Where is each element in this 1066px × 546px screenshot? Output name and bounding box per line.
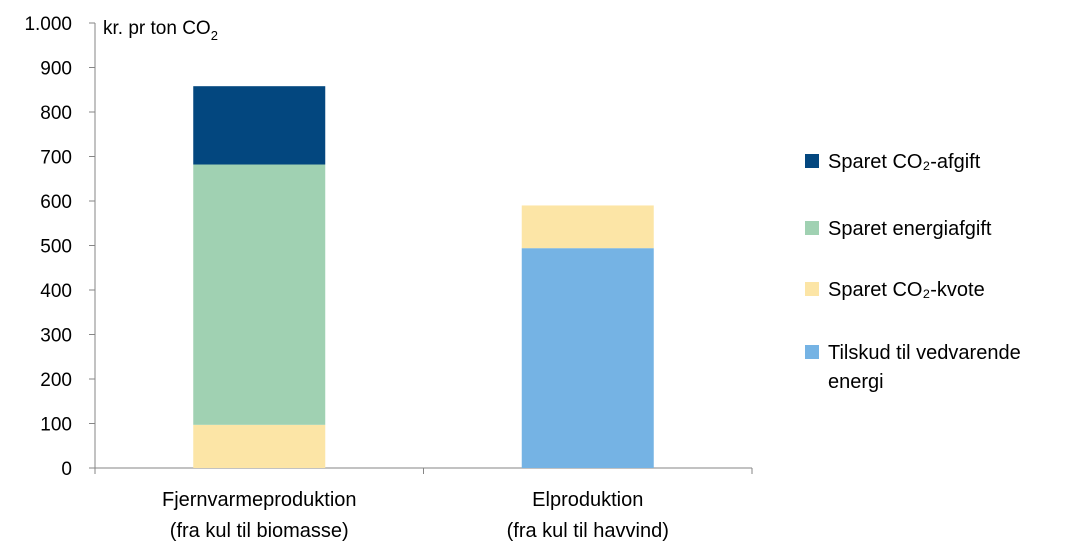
bar-segment [193,86,326,165]
legend-label: Sparet energiafgift [828,218,992,240]
y-tick-label: 600 [40,192,72,213]
bars [193,86,654,468]
y-axis: 0 100 200 300 400 500 600 700 800 900 1.000 [24,14,96,480]
y-tick-label: 400 [40,281,72,302]
y-tick-label: 100 [40,415,72,436]
bar-segment [193,164,326,425]
y-tick-label: 900 [40,59,72,80]
y-tick-label: 300 [40,326,72,347]
legend-swatch [805,282,819,296]
y-tick-label: 800 [40,103,72,124]
x-tick-labels: Fjernvarmeproduktion (fra kul til biomass… [162,489,669,542]
x-tick-label: Fjernvarmeproduktion [162,489,357,511]
y-tick-label: 700 [40,148,72,169]
legend-swatch [805,154,819,168]
y-tick-label: 1.000 [24,14,72,35]
bar-segment [521,205,654,249]
bar-segment [521,248,654,468]
legend: Sparet CO₂-afgift Sparet energiafgift Spar… [805,151,1021,393]
legend-swatch [805,221,819,235]
y-tick-label: 500 [40,237,72,258]
x-tick-label: (fra kul til havvind) [507,520,669,542]
legend-label: Sparet CO₂-afgift [828,151,981,173]
bar-segment [193,424,326,468]
legend-label: Tilskud til vedvarende [828,342,1021,364]
legend-label: Sparet CO₂-kvote [828,279,985,301]
x-tick-label: (fra kul til biomasse) [170,520,349,542]
y-tick-label: 0 [61,459,72,480]
x-axis [94,467,753,474]
y-tick-label: 200 [40,370,72,391]
legend-swatch [805,345,819,359]
x-tick-label: Elproduktion [532,489,643,511]
y-unit-label: kr. pr ton CO2 [103,18,218,43]
legend-label: energi [828,371,884,393]
